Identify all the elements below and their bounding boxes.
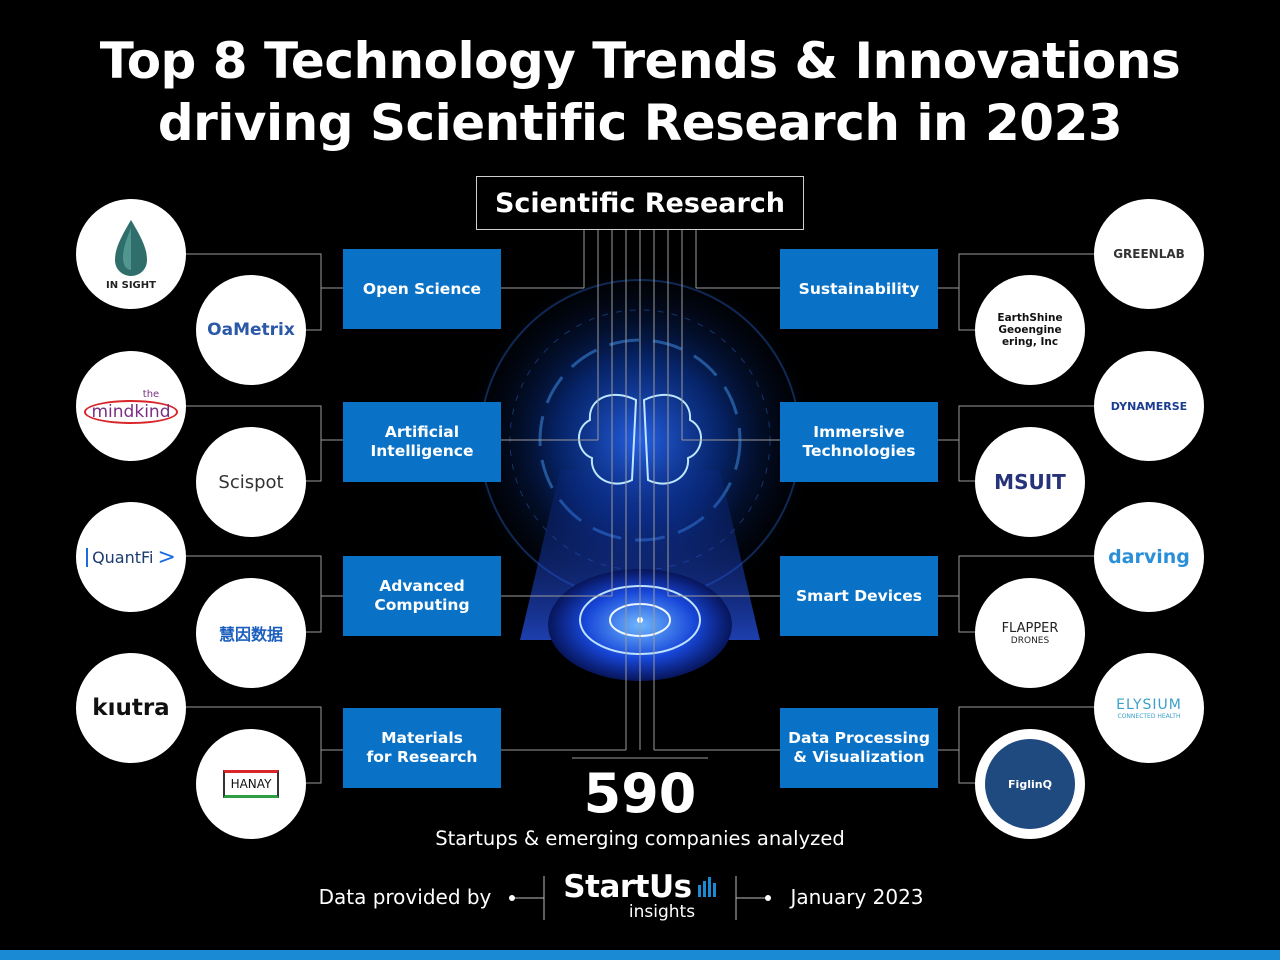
startus-insights-logo: StartUs insights <box>548 869 732 922</box>
logo-insight: IN SIGHT <box>76 199 186 309</box>
trend-artificial-intelligence: Artificial Intelligence <box>343 402 501 482</box>
logo-scispot: Scispot <box>196 427 306 537</box>
data-provided-by: Data provided by <box>318 885 492 909</box>
brand-sub: insights <box>628 902 696 922</box>
logo-mindkind-text: mindkind <box>83 399 179 424</box>
bar-chart-icon <box>697 877 716 897</box>
water-drop-icon <box>115 219 147 276</box>
trend-materials-for-research: Materials for Research <box>343 708 501 788</box>
trend-data-processing-visualization: Data Processing & Visualization <box>780 708 938 788</box>
logo-mindkind-the: the <box>142 388 160 400</box>
logo-figlinq-text: FiglinQ <box>1008 777 1052 791</box>
logo-earthshine: EarthShine Geoengine ering, Inc <box>975 275 1085 385</box>
logo-darving-text: darving <box>1108 546 1190 568</box>
logo-kiutra-text: kıutra <box>92 695 170 721</box>
logo-hanay-text: HANAY <box>222 770 280 798</box>
trend-immersive-technologies: Immersive Technologies <box>780 402 938 482</box>
logo-flapper-sub: DRONES <box>1010 635 1050 646</box>
report-date: January 2023 <box>790 885 924 909</box>
logo-quantfi: QuantFi > <box>76 502 186 612</box>
startup-count: 590 <box>583 762 697 825</box>
logo-figlinq: FiglinQ <box>975 729 1085 839</box>
logo-kiutra: kıutra <box>76 653 186 763</box>
logo-insight-text: IN SIGHT <box>106 279 156 291</box>
logo-flapper-text: FLAPPER <box>1001 620 1059 636</box>
logo-dynamerse-text: DYNAMERSE <box>1110 399 1188 413</box>
logo-earthshine-text: EarthShine Geoengine ering, Inc <box>997 312 1063 348</box>
logo-msuit: MSUIT <box>975 427 1085 537</box>
logo-elysium-sub: CONNECTED HEALTH <box>1117 712 1181 720</box>
trend-sustainability: Sustainability <box>780 249 938 329</box>
title-line-1: Top 8 Technology Trends & Innovations <box>99 32 1181 90</box>
logo-dynamerse: DYNAMERSE <box>1094 351 1204 461</box>
logo-greenlab: GREENLAB <box>1094 199 1204 309</box>
logo-huiyin-text: 慧因数据 <box>218 625 283 644</box>
trend-open-science: Open Science <box>343 249 501 329</box>
connector-lines <box>186 230 1094 784</box>
brand-name: StartUs <box>563 869 692 905</box>
chevron-right-icon: > <box>157 544 176 570</box>
logo-greenlab-text: GREENLAB <box>1113 247 1185 261</box>
logo-huiyin: 慧因数据 <box>196 578 306 688</box>
logo-scispot-text: Scispot <box>218 471 284 493</box>
logo-elysium-text: ELYSIUM <box>1116 696 1182 713</box>
startup-count-caption: Startups & emerging companies analyzed <box>435 827 845 850</box>
center-label: Scientific Research <box>476 176 804 230</box>
logo-figlinq-badge: FiglinQ <box>985 739 1075 829</box>
logo-elysium: ELYSIUM CONNECTED HEALTH <box>1094 653 1204 763</box>
page-title: Top 8 Technology Trends & Innovations dr… <box>0 30 1280 154</box>
logo-oametrix-text: OaMetrix <box>207 320 295 340</box>
logo-quantfi-text: QuantFi <box>86 547 154 567</box>
logo-oametrix: OaMetrix <box>196 275 306 385</box>
bottom-accent-bar <box>0 950 1280 960</box>
trend-advanced-computing: Advanced Computing <box>343 556 501 636</box>
logo-mindkind: the mindkind <box>76 351 186 461</box>
title-line-2: driving Scientific Research in 2023 <box>157 94 1123 152</box>
logo-flapper: FLAPPER DRONES <box>975 578 1085 688</box>
logo-hanay: HANAY <box>196 729 306 839</box>
logo-darving: darving <box>1094 502 1204 612</box>
trend-smart-devices: Smart Devices <box>780 556 938 636</box>
logo-msuit-text: MSUIT <box>994 470 1066 494</box>
